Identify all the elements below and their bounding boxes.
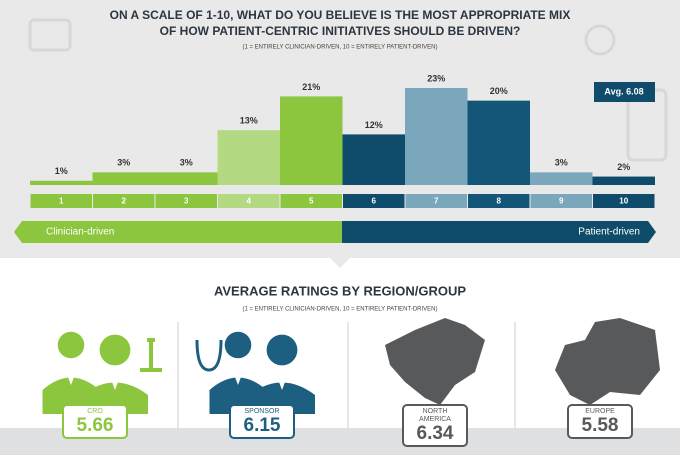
category-label: 7 [434,197,439,206]
category-cell [93,194,155,208]
value-label: 3% [117,158,130,168]
category-cell [218,194,280,208]
group-label: CRO [87,408,103,415]
icon-collar [232,369,244,385]
category-cell [30,194,92,208]
icon-collar [276,374,288,390]
icon-microscope [140,338,162,372]
section-title: AVERAGE RATINGS BY REGION/GROUP [214,283,466,298]
left-band [14,221,342,243]
right-label: Patient-driven [578,227,640,238]
icon-collar [109,374,121,390]
value-label: 1% [55,166,68,176]
bar [92,172,155,185]
icon-head [224,331,252,359]
title-line: OF HOW PATIENT-CENTRIC INITIATIVES SHOUL… [160,24,521,38]
icon-map [385,318,485,405]
category-label: 2 [122,197,127,206]
section-subtitle: (1 = ENTIRELY CLINICIAN-DRIVEN, 10 = ENT… [242,307,437,313]
group-icon [555,318,660,405]
category-cell [405,194,467,208]
icon-head [99,334,131,366]
category-cell [530,194,592,208]
value-label: 23% [427,73,445,83]
group-value: 5.66 [76,415,114,436]
group-badge: SPONSOR 6.15 [229,404,295,439]
value-label: 12% [365,120,383,130]
group-icon [42,331,162,414]
group-badge: NORTH AMERICA 6.34 [402,404,468,447]
category-label: 8 [497,197,502,206]
category-cell [280,194,342,208]
bar [155,172,218,185]
group-icon [385,318,485,405]
category-label: 1 [59,197,64,206]
group-label: NORTH AMERICA [419,408,451,423]
bar [30,180,93,185]
right-band [342,221,656,243]
category-cell [343,194,405,208]
icon-stethoscope [195,339,223,372]
average-box [594,82,655,102]
group-icon [195,331,315,414]
bar [405,88,468,185]
category-label: 3 [184,197,189,206]
category-cell [155,194,217,208]
value-label: 20% [490,86,508,96]
left-label: Clinician-driven [46,227,114,238]
bar [530,172,593,185]
icon-head [266,334,298,366]
group-badge: EUROPE 5.58 [567,404,633,439]
category-label: 10 [619,197,628,206]
value-label: 3% [555,158,568,168]
group-label: EUROPE [585,408,615,415]
icon-head [57,331,85,359]
category-cell [468,194,530,208]
bar [342,134,405,185]
value-label: 21% [302,82,320,92]
value-label: 2% [617,162,630,172]
bar [217,130,280,185]
group-value: 5.58 [581,415,619,436]
subtitle: (1 = ENTIRELY CLINICIAN-DRIVEN, 10 = ENT… [242,45,437,51]
category-cell [593,194,655,208]
bar [592,176,655,185]
bar [280,96,343,185]
bar [467,100,530,185]
title-line: ON A SCALE OF 1-10, WHAT DO YOU BELIEVE … [110,8,571,22]
category-label: 9 [559,197,564,206]
group-badge: CRO 5.66 [62,404,128,439]
value-label: 3% [180,158,193,168]
group-label: SPONSOR [244,408,280,415]
value-label: 13% [240,116,258,126]
icon-collar [65,369,77,385]
category-label: 5 [309,197,314,206]
average-label: Avg. 6.08 [604,86,643,96]
group-value: 6.34 [416,423,454,444]
icon-map [555,318,660,405]
group-value: 6.15 [243,415,281,436]
category-label: 6 [372,197,377,206]
category-label: 4 [247,197,252,206]
